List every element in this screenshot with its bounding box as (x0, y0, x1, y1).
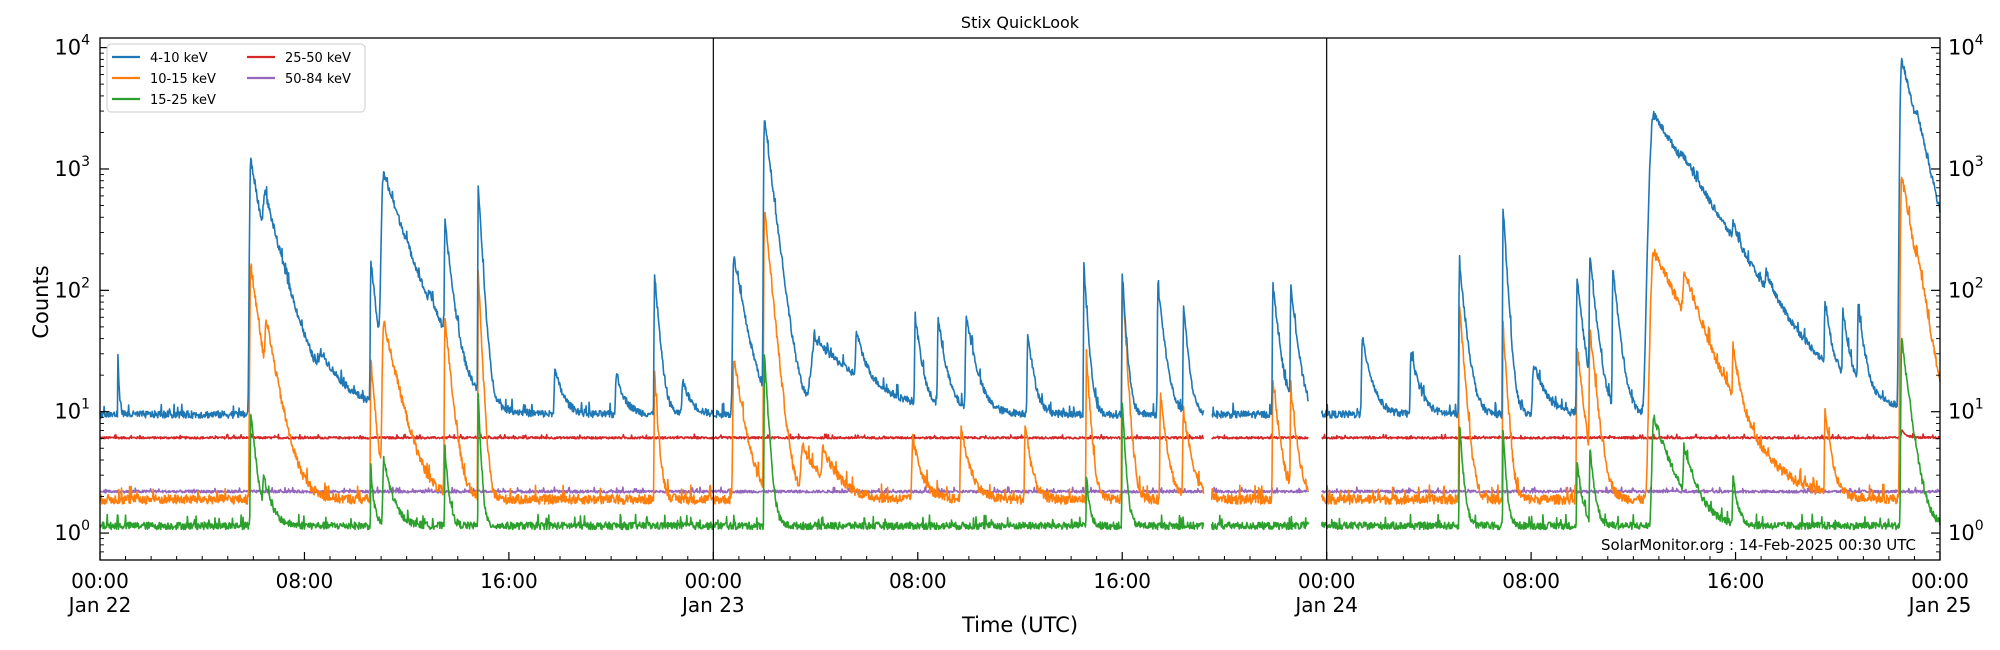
x-tick-label: 00:00 (1298, 569, 1356, 593)
y-tick-label: 103 (54, 154, 90, 181)
legend-label: 50-84 keV (285, 72, 351, 87)
x-tick-date-label: Jan 24 (1293, 593, 1358, 617)
legend-items: 4-10 keV 10-15 keV 15-25 keV 25-50 keV 50-84… (112, 51, 351, 108)
legend-label: 10-15 keV (150, 72, 216, 87)
legend-label: 25-50 keV (285, 51, 351, 66)
legend-label: 15-25 keV (150, 93, 216, 108)
y-tick-label: 103 (1948, 154, 1984, 181)
chart-title: Stix QuickLook (961, 13, 1080, 32)
x-tick-label: 16:00 (1707, 569, 1765, 593)
x-tick-label: 16:00 (1093, 569, 1151, 593)
series-line-50-84-keV (99, 486, 1941, 494)
x-tick-date-label: Jan 23 (680, 593, 745, 617)
series-line-15-25-keV (99, 337, 1941, 531)
y-tick-label: 102 (54, 275, 90, 302)
x-tick-label: 16:00 (480, 569, 538, 593)
day-boundary-lines (712, 38, 1328, 560)
x-tick-label: 00:00 (71, 569, 129, 593)
x-tick-label: 08:00 (1502, 569, 1560, 593)
legend-label: 4-10 keV (150, 51, 208, 66)
y-tick-label: 101 (54, 397, 90, 424)
x-tick-label: 08:00 (889, 569, 947, 593)
plot-frame (99, 37, 1941, 561)
y-tick-label: 104 (54, 33, 90, 60)
x-tick-label: 00:00 (1911, 569, 1969, 593)
y-axis-label: Counts (29, 265, 53, 338)
y-tick-label: 102 (1948, 275, 1984, 302)
x-tick-date-label: Jan 25 (1907, 593, 1972, 617)
x-tick-date-label: Jan 22 (67, 593, 132, 617)
x-tick-label: 00:00 (685, 569, 743, 593)
series-layer (99, 57, 1941, 531)
timestamp-annotation: SolarMonitor.org : 14-Feb-2025 00:30 UTC (1601, 536, 1916, 554)
y-tick-label: 101 (1948, 397, 1984, 424)
y-tick-label: 100 (1948, 518, 1984, 545)
y-tick-label: 100 (54, 518, 90, 545)
y-axis-ticks: 100 100 101 101 102 102 103 103 104 104 (54, 33, 1984, 561)
series-line-25-50-keV (99, 429, 1941, 440)
series-line-4-10-keV (99, 57, 1941, 419)
legend: 4-10 keV 10-15 keV 15-25 keV 25-50 keV 50-84… (106, 43, 366, 113)
x-tick-label: 08:00 (276, 569, 334, 593)
series-line-10-15-keV (99, 176, 1941, 505)
legend-box (106, 43, 366, 113)
x-axis-label: Time (UTC) (961, 613, 1078, 637)
y-tick-label: 104 (1948, 33, 1984, 60)
